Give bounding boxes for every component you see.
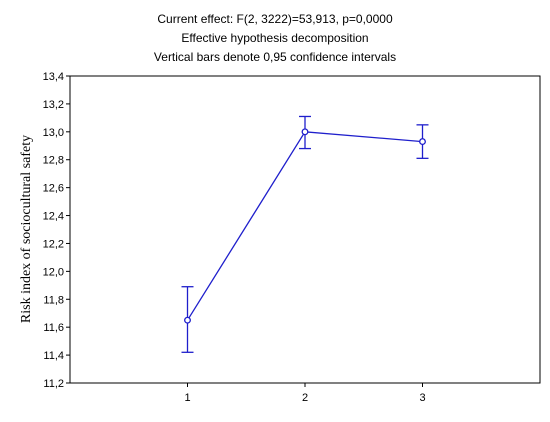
y-axis-label: Risk index of sociocultural safety xyxy=(19,135,34,323)
x-tick-label: 1 xyxy=(184,392,190,404)
y-tick-label: 11,6 xyxy=(43,322,64,334)
y-tick-label: 13,4 xyxy=(43,71,64,83)
y-tick-label: 11,8 xyxy=(43,294,64,306)
data-point xyxy=(419,138,426,146)
chart-title: Current effect: F(2, 3222)=53,913, p=0,0… xyxy=(0,10,550,67)
x-tick-label: 3 xyxy=(419,392,425,404)
data-point xyxy=(301,128,309,136)
chart-title-line-1: Current effect: F(2, 3222)=53,913, p=0,0… xyxy=(157,12,393,26)
y-tick-label: 13,0 xyxy=(43,127,64,139)
chart-title-line-3: Vertical bars denote 0,95 confidence int… xyxy=(153,50,397,64)
data-point xyxy=(184,316,191,324)
series-layer xyxy=(181,115,429,353)
y-tick-label: 13,2 xyxy=(43,99,64,111)
x-axis: 1 2 3 xyxy=(184,383,426,404)
x-tick-label: 2 xyxy=(302,392,308,404)
y-tick-label: 12,0 xyxy=(43,266,64,278)
chart-title-line-2: Effective hypothesis decomposition xyxy=(181,31,369,45)
y-tick-label: 12,2 xyxy=(43,238,64,250)
y-tick-label: 11,2 xyxy=(43,378,64,390)
y-tick-label: 12,4 xyxy=(43,211,64,223)
y-tick-label: 12,8 xyxy=(43,155,64,167)
y-tick-label: 12,6 xyxy=(43,183,64,195)
y-tick-label: 11,4 xyxy=(43,350,64,362)
y-axis: 11,2 11,4 11,6 11,8 12,0 12,2 12,4 12,6 12,8 13,0… xyxy=(43,71,70,390)
